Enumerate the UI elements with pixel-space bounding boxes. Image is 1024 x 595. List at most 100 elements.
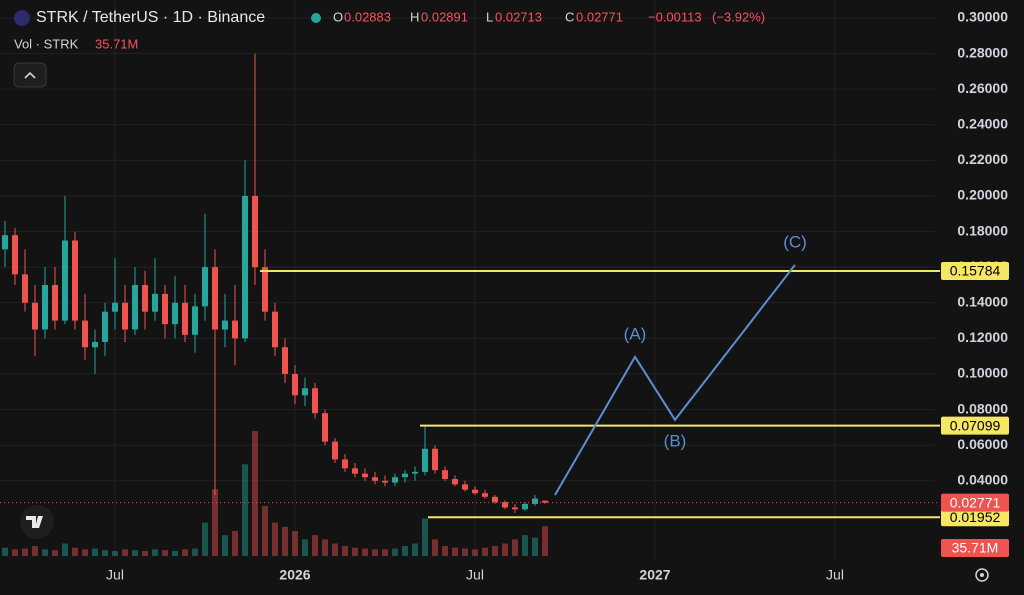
volume-bar	[482, 547, 488, 556]
y-tick-label: 0.08000	[957, 400, 1008, 416]
x-tick-label: Jul	[466, 567, 484, 583]
candle-body	[72, 240, 78, 321]
volume-bar	[202, 522, 208, 556]
price-tag-label: 0.02771	[950, 494, 1001, 510]
y-tick-label: 0.30000	[957, 9, 1008, 25]
volume-bar	[32, 546, 38, 556]
status-dot	[311, 13, 321, 23]
y-tick-label: 0.24000	[957, 115, 1008, 131]
candle-body	[2, 235, 8, 250]
volume-bar	[142, 551, 148, 556]
candle-body	[502, 502, 508, 508]
price-tag	[941, 493, 1009, 512]
candle-body	[422, 448, 428, 472]
volume-bar	[112, 551, 118, 556]
level-tag	[941, 508, 1009, 527]
volume-bar	[2, 547, 8, 556]
wave-label: (C)	[783, 232, 807, 251]
volume-bar	[312, 535, 318, 556]
candle-body	[372, 477, 378, 481]
high-value: 0.02891	[421, 9, 468, 24]
candle-body	[312, 388, 318, 414]
volume-title: Vol · STRK	[14, 36, 79, 51]
candle-body	[392, 477, 398, 483]
collapse-button[interactable]	[13, 62, 47, 88]
candle-body	[262, 267, 268, 312]
y-tick-label: 0.10000	[957, 365, 1008, 381]
volume-bar	[212, 489, 218, 556]
volume-bar	[122, 549, 128, 556]
candle-body	[42, 284, 48, 330]
candle-body	[542, 500, 548, 503]
volume-bar	[102, 550, 108, 556]
candle-body	[122, 302, 128, 330]
volume-bar	[512, 539, 518, 556]
candle-body	[202, 267, 208, 307]
volume-bar	[492, 546, 498, 556]
volume-bar	[62, 543, 68, 556]
x-tick-label: 2027	[639, 567, 670, 583]
volume-bar	[22, 548, 28, 556]
wave-label: (B)	[664, 431, 687, 450]
volume-bar	[442, 546, 448, 556]
y-tick-label: 0.06000	[957, 436, 1008, 452]
volume-bar	[322, 539, 328, 556]
volume-bar	[362, 548, 368, 556]
candle-body	[132, 284, 138, 330]
candle-body	[82, 320, 88, 348]
candle-body	[452, 479, 458, 485]
y-tick-label: 0.28000	[957, 44, 1008, 60]
low-value: 0.02713	[495, 9, 542, 24]
candle-body	[402, 473, 408, 478]
candle-body	[512, 507, 518, 510]
settings-button[interactable]	[975, 568, 989, 582]
close-value: 0.02771	[576, 9, 623, 24]
volume-bar	[92, 548, 98, 556]
volume-bar	[242, 464, 248, 556]
volume-bar	[52, 550, 58, 556]
low-label: L	[486, 9, 493, 24]
x-tick-label: Jul	[106, 567, 124, 583]
volume-bar	[382, 549, 388, 556]
level-tag	[941, 416, 1009, 435]
volume-bar	[332, 543, 338, 556]
volume-tag-label: 35.71M	[952, 540, 999, 556]
chart-title: STRK / TetherUS · 1D · Binance	[36, 9, 265, 26]
volume-bar	[272, 522, 278, 556]
volume-value: 35.71M	[95, 36, 138, 51]
volume-bar	[162, 550, 168, 556]
volume-bar	[262, 506, 268, 556]
candle-body	[192, 306, 198, 335]
symbol-logo	[14, 10, 30, 26]
candle-body	[412, 471, 418, 474]
volume-bar	[222, 535, 228, 556]
y-tick-label: 0.26000	[957, 80, 1008, 96]
candle-body	[342, 459, 348, 469]
volume-bar	[462, 548, 468, 556]
candle-body	[322, 413, 328, 442]
volume-bar	[42, 549, 48, 556]
candle-body	[302, 388, 308, 396]
candle-body	[472, 489, 478, 494]
volume-bar	[402, 546, 408, 556]
wave-label: (A)	[624, 324, 647, 343]
candle-body	[522, 503, 528, 510]
volume-tag	[941, 539, 1009, 557]
change-pct: (−3.92%)	[712, 9, 765, 24]
volume-bar	[182, 549, 188, 556]
candle-body	[442, 470, 448, 480]
volume-bar	[302, 539, 308, 556]
volume-bar	[192, 548, 198, 556]
candle-body	[492, 496, 498, 503]
price-axis: 0.30000 0.28000 0.26000 0.24000 0.22000 0.200…	[106, 9, 1009, 583]
volume-bar	[472, 549, 478, 556]
candle-body	[22, 274, 28, 303]
candle-body	[532, 498, 538, 504]
candle-body	[172, 302, 178, 325]
volume-bar	[452, 547, 458, 556]
volume-bar	[412, 543, 418, 556]
volume-bar	[252, 431, 258, 556]
volume-bar	[72, 547, 78, 556]
